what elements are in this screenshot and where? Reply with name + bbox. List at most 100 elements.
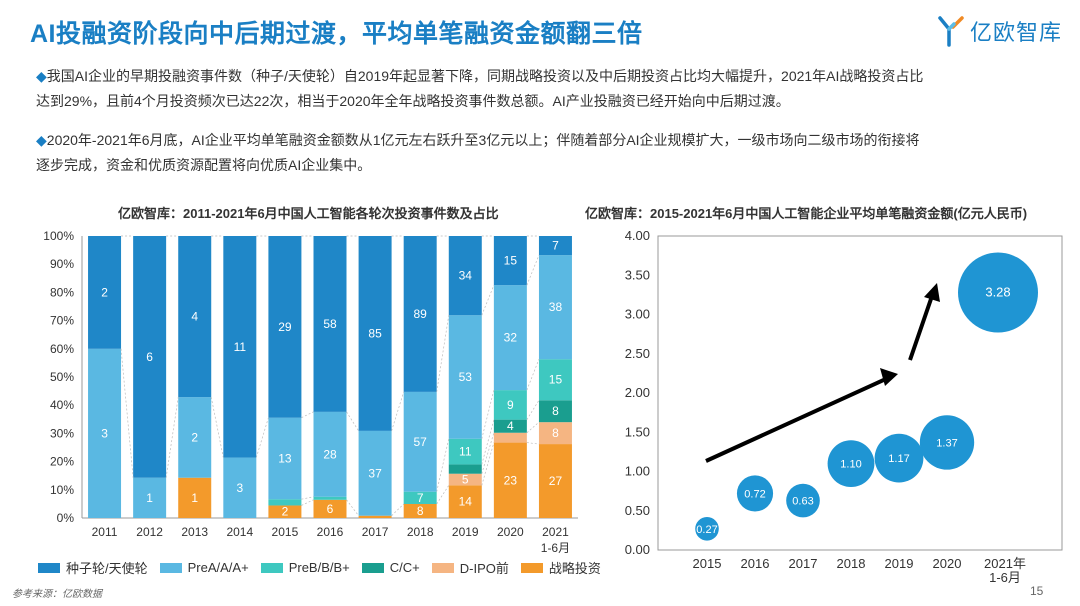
bubble-y-tick-label: 3.00 (625, 307, 650, 322)
bar-x-tick-sublabel: 1-6月 (541, 541, 570, 555)
bar-y-tick-label: 60% (50, 342, 74, 356)
trend-arrow-line (705, 376, 889, 463)
paragraph-1: ◆我国AI企业的早期投融资事件数（种子/天使轮）自2019年起显著下降，同期战略… (36, 64, 1052, 114)
bar-segment-label: 32 (504, 331, 518, 345)
bar-y-tick-label: 100% (43, 229, 74, 243)
bubble-y-tick-label: 1.00 (625, 464, 650, 479)
bar-segment-label: 15 (549, 373, 563, 387)
bubble-x-tick-label: 2017 (789, 556, 818, 571)
bar-connector-line (391, 391, 405, 431)
legend-label: 战略投资 (548, 561, 601, 576)
bar-segment (538, 236, 572, 256)
bar-segment-label: 3 (101, 426, 108, 440)
bar-connector-line (526, 421, 540, 434)
bar-segment-label: 37 (368, 466, 382, 480)
bar-segment (313, 236, 347, 412)
bubble-point (827, 440, 875, 488)
paragraph-1-line-2: 达到29%，且前4个月投资频次已达22次，相当于2020年全年战略投资事件数总额… (36, 93, 790, 109)
legend-label: D-IPO前 (459, 561, 509, 576)
bar-segment-label: 7 (552, 239, 559, 253)
bar-segment (448, 464, 482, 474)
bar-y-tick-label: 10% (50, 483, 74, 497)
bubble-value-label: 0.27 (696, 524, 717, 536)
bar-x-tick-label: 2012 (136, 525, 163, 539)
bar-segment (268, 417, 302, 500)
bar-segment-label: 28 (323, 447, 337, 461)
bar-segment-label: 1 (191, 491, 198, 505)
bar-connector-line (436, 438, 450, 492)
bar-segment-label: 85 (368, 326, 382, 340)
legend-item: D-IPO前 (431, 558, 509, 577)
bubble-point (958, 252, 1038, 333)
bar-connector-line (301, 496, 314, 500)
bubble-value-label: 3.28 (985, 285, 1010, 300)
logo-text: 亿欧智库 (970, 20, 1063, 45)
bar-x-tick-label: 2020 (497, 525, 524, 539)
bar-segment (268, 499, 302, 506)
bar-segment (493, 236, 527, 286)
logo-mark-icon (938, 16, 964, 47)
bar-segment (133, 477, 167, 518)
bar-segment (178, 397, 212, 478)
bar-segment-label: 6 (146, 350, 153, 364)
bubble-point (919, 415, 975, 470)
bubble-x-tick-label: 2015 (693, 556, 722, 571)
bar-segment-label: 15 (504, 254, 518, 268)
bar-segment (448, 473, 482, 486)
bubble-value-label: 0.63 (792, 496, 813, 508)
bubble-x-tick-label: 2020 (933, 556, 962, 571)
bar-y-tick-label: 70% (50, 314, 74, 328)
bar-segment-label: 2 (101, 285, 108, 299)
bubble-x-tick-label: 2018 (837, 556, 866, 571)
trend-arrow-head (880, 368, 898, 386)
source-note: 参考来源：亿欧数据 (12, 589, 102, 600)
bar-segment (448, 236, 482, 316)
bubble-point (695, 517, 719, 541)
bar-segment (403, 236, 437, 392)
bar-connector-line (481, 432, 495, 474)
bar-segment (448, 485, 482, 518)
bar-connector-line (526, 359, 540, 391)
bar-x-tick-label: 2016 (317, 525, 344, 539)
bubble-y-tick-label: 2.00 (625, 385, 650, 400)
bar-x-tick-label: 2011 (92, 525, 118, 539)
bar-segment-label: 2 (191, 430, 198, 444)
bar-chart-title: 亿欧智库：2011-2021年6月中国人工智能各轮次投资事件数及占比 (118, 206, 499, 221)
bar-segment-label: 5 (462, 473, 469, 487)
trend-arrow-head (924, 283, 940, 302)
bar-connector-line (481, 442, 495, 486)
bubble-y-tick-label: 1.50 (625, 424, 650, 439)
bar-segment (223, 236, 257, 458)
bar-segment (448, 315, 482, 439)
bar-chart-legend: 种子轮/天使轮 PreA/A/A+ PreB/B/B+ C/C+ D-IPO前 战略投资 (38, 558, 613, 577)
bar-segment (223, 457, 257, 518)
bar-segment (88, 236, 122, 349)
bar-segment (493, 419, 527, 433)
bar-segment (358, 236, 392, 431)
bar-segment (493, 432, 527, 443)
bar-segment-label: 1 (146, 491, 153, 505)
bar-connector-line (391, 503, 404, 516)
bubble-value-label: 0.72 (744, 488, 765, 500)
bubble-point (786, 483, 820, 518)
bar-segment (538, 400, 572, 423)
bar-x-tick-label: 2019 (452, 525, 479, 539)
bar-segment-label: 27 (549, 474, 563, 488)
bar-segment (493, 390, 527, 420)
bar-y-tick-label: 90% (50, 257, 74, 271)
legend-swatch (38, 562, 60, 573)
paragraph-1-line-1: 我国AI企业的早期投融资事件数（种子/天使轮）自2019年起显著下降，同期战略投… (46, 68, 924, 84)
bar-x-tick-label: 2014 (226, 525, 253, 539)
bar-segment-label: 7 (417, 491, 424, 505)
bubble-value-label: 1.17 (888, 453, 909, 465)
bar-segment (313, 496, 347, 500)
bar-segment-label: 11 (234, 340, 247, 354)
legend-swatch (431, 562, 454, 573)
bar-segment (403, 391, 437, 492)
bar-segment (493, 285, 527, 391)
bar-x-tick-label: 2018 (407, 525, 434, 539)
bubble-point (874, 433, 924, 483)
bar-connector-line (526, 255, 540, 286)
bar-segment-label: 3 (236, 481, 243, 495)
bar-connector-line (255, 417, 269, 458)
